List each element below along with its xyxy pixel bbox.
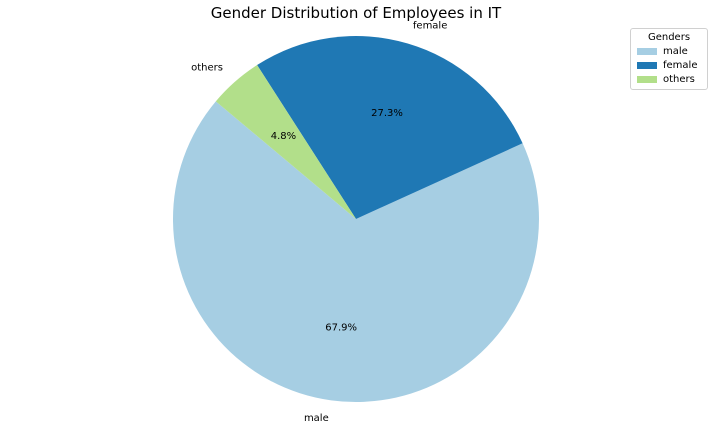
pie-slices <box>172 36 539 403</box>
pie-slice-others <box>215 65 356 219</box>
pie-slice-male <box>172 101 539 403</box>
pct-label-male: 67.9% <box>325 322 357 333</box>
category-label-others: others <box>191 62 223 73</box>
percent-labels: 67.9% 27.3% 4.8% <box>271 108 403 333</box>
chart-title: Gender Distribution of Employees in IT <box>210 4 502 22</box>
legend-label-male: male <box>663 46 688 57</box>
legend: Genders male female others <box>630 28 708 90</box>
pct-label-female: 27.3% <box>371 108 403 119</box>
category-label-female: female <box>413 20 447 31</box>
category-labels: male female others <box>191 20 447 424</box>
legend-label-others: others <box>663 74 695 85</box>
pie-slice-female <box>257 36 523 219</box>
legend-swatch-male <box>637 48 657 55</box>
legend-swatch-others <box>637 76 657 83</box>
legend-title: Genders <box>647 32 691 43</box>
legend-swatch-female <box>637 62 657 69</box>
legend-label-female: female <box>663 60 698 71</box>
category-label-male: male <box>304 413 329 424</box>
pct-label-others: 4.8% <box>271 131 296 142</box>
